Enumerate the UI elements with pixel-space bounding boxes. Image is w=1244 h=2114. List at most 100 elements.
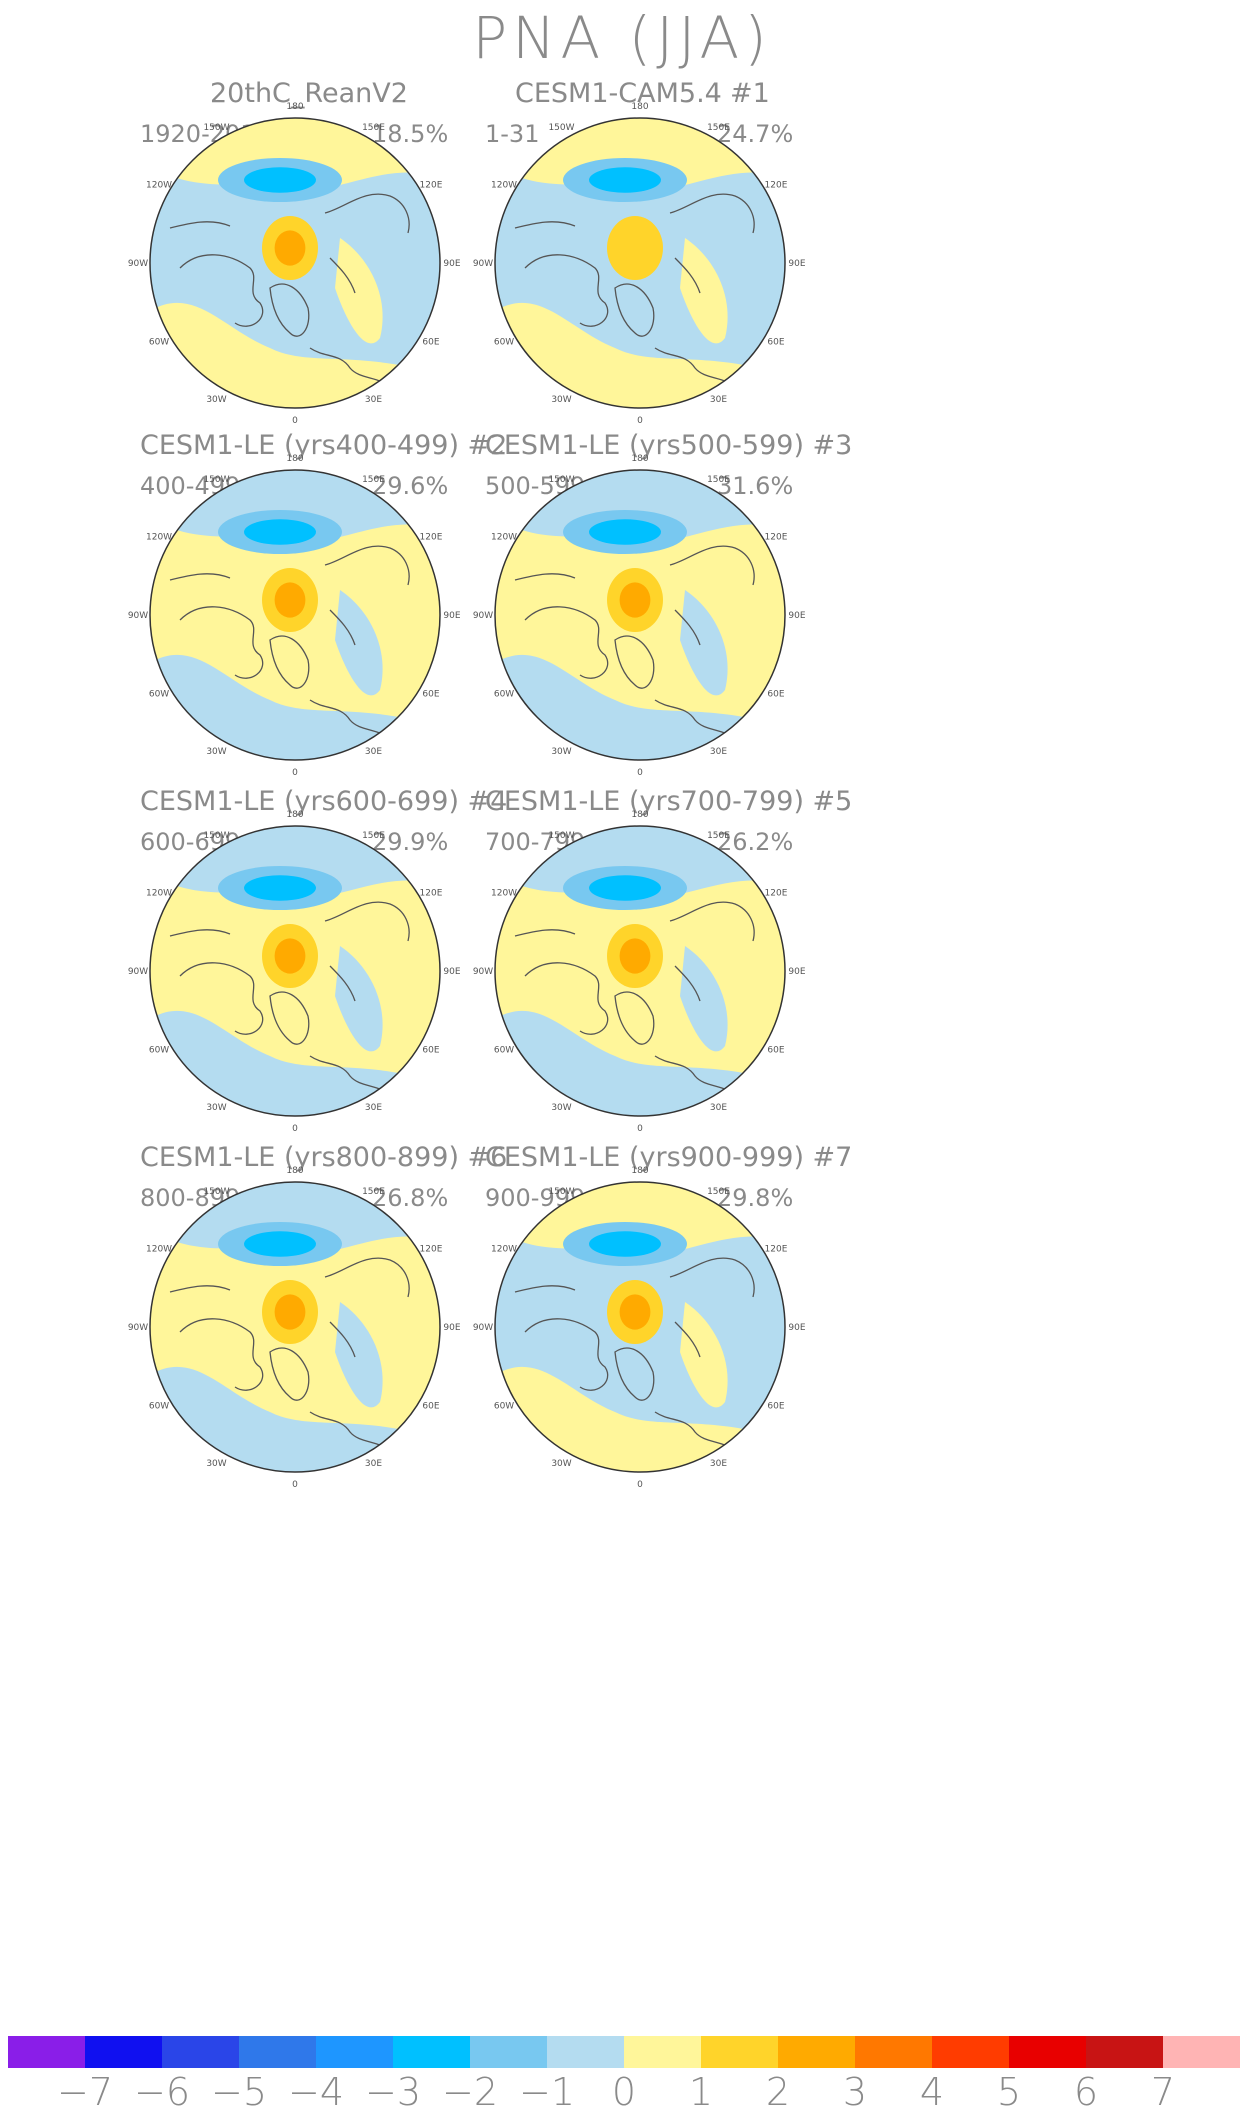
colorbar-segment [85,2036,162,2068]
longitude-label: 60W [494,690,514,700]
longitude-label: 60E [767,1402,784,1412]
colorbar-segment [316,2036,393,2068]
longitude-label: 120W [491,181,517,191]
colorbar-segment [1009,2036,1086,2068]
colorbar-segment [547,2036,624,2068]
coastline [514,1285,576,1293]
coastline [524,962,609,1035]
low-center [244,1231,316,1257]
colorbar-tick-label: −4 [287,2070,345,2114]
longitude-label: 30E [365,1103,382,1113]
polar-map: 180 150E 120E 90E 60E 30E 0 30W 60W 90W 120W 150W [128,1166,461,1490]
colorbar-tick-label: −2 [441,2070,499,2114]
longitude-label: 30W [206,747,226,757]
longitude-label: 150E [362,1187,385,1197]
high-center [632,596,638,604]
longitude-label: 60E [422,338,439,348]
low-center [589,519,661,545]
colorbar-segment [701,2036,778,2068]
longitude-label: 90E [443,1323,460,1333]
panel-title: 20thC_ReanV2 [140,78,610,118]
coastline [169,1285,231,1293]
longitude-label: 0 [637,1480,643,1490]
longitude-label: 90E [788,967,805,977]
longitude-label: 90E [788,1323,805,1333]
polar-map: 180 150E 120E 90E 60E 30E 0 30W 60W 90W 120W 150W [473,454,806,778]
longitude-label: 150E [707,475,730,485]
variance-label: 29.9% [372,828,449,856]
longitude-label: 120E [420,181,443,191]
longitude-label: 150W [548,475,574,485]
colorbar-tick-label: 2 [765,2070,791,2114]
colorbar-tick-label: 7 [1150,2070,1176,2114]
polar-map: 180 150E 120E 90E 60E 30E 0 30W 60W 90W 120W 150W [128,454,461,778]
longitude-label: 90W [473,259,493,269]
longitude-label: 120W [146,1245,172,1255]
panel-title-text: 20thC_ReanV2 [210,78,408,109]
colorbar-tick-label: 0 [611,2070,637,2114]
longitude-label: 120E [420,1245,443,1255]
colorbar-tick-label: −7 [56,2070,114,2114]
longitude-label: 30W [551,747,571,757]
longitude-label: 120W [146,181,172,191]
map-panel-8: CESM1-LE (yrs900-999) #7 900-999 29.8% 180 1… [473,1142,955,1612]
low-center [244,875,316,901]
longitude-label: 30E [365,1459,382,1469]
coastline [614,991,655,1045]
longitude-label: 150E [707,831,730,841]
coastline [674,609,701,646]
figure-title: PNA (JJA) [472,4,772,72]
panel-title-text: CESM1-LE (yrs900-999) #7 [485,1142,853,1173]
longitude-label: 60E [767,338,784,348]
high-center [632,1308,638,1316]
longitude-label: 120E [420,889,443,899]
longitude-label: 90W [128,611,148,621]
coastline [514,929,576,937]
coastline [514,221,576,229]
longitude-label: 30W [206,1103,226,1113]
longitude-label: 180 [631,1166,648,1176]
colorbar-segment [624,2036,701,2068]
variance-label: 24.7% [717,120,794,148]
variance-label: 18.5% [372,120,449,148]
coastline [269,635,310,689]
coastline [669,901,755,942]
anomaly-band [335,946,383,1052]
colorbar-segment [855,2036,932,2068]
panel-title: CESM1-LE (yrs700-799) #5 [485,786,955,826]
coastline [169,221,231,229]
coastline [524,1318,609,1391]
longitude-label: 120E [420,533,443,543]
coastline [324,193,410,234]
longitude-label: 30W [206,395,226,405]
polar-map: 180 150E 120E 90E 60E 30E 0 30W 60W 90W 120W 150W [128,810,461,1134]
map-panel-6: CESM1-LE (yrs700-799) #5 700-799 26.2% 180 1… [473,786,955,1256]
colorbar-segment [1163,2036,1240,2068]
panel-title: CESM1-LE (yrs500-599) #3 [485,430,955,470]
longitude-label: 180 [631,102,648,112]
longitude-label: 30E [710,747,727,757]
panel-number: #1 [730,78,770,109]
coastline [324,545,410,586]
anomaly-band [680,1302,728,1408]
anomaly-band [680,238,728,344]
variance-label: 26.2% [717,828,794,856]
longitude-label: 60W [149,690,169,700]
coastline [269,1347,310,1401]
longitude-label: 90W [128,1323,148,1333]
longitude-label: 150E [362,831,385,841]
coastline [329,257,356,294]
coastline [614,635,655,689]
polar-map: 180 150E 120E 90E 60E 30E 0 30W 60W 90W 120W 150W [473,1166,806,1490]
longitude-label: 120W [491,533,517,543]
longitude-label: 90E [788,259,805,269]
colorbar-tick-label: 4 [919,2070,945,2114]
longitude-label: 60E [422,1046,439,1056]
longitude-label: 150E [362,123,385,133]
colorbar-segment [470,2036,547,2068]
coastline [329,965,356,1002]
longitude-label: 60E [767,690,784,700]
map-panel-4: CESM1-LE (yrs500-599) #3 500-599 31.6% 180 1… [473,430,955,900]
longitude-label: 90E [443,259,460,269]
coastline [329,609,356,646]
